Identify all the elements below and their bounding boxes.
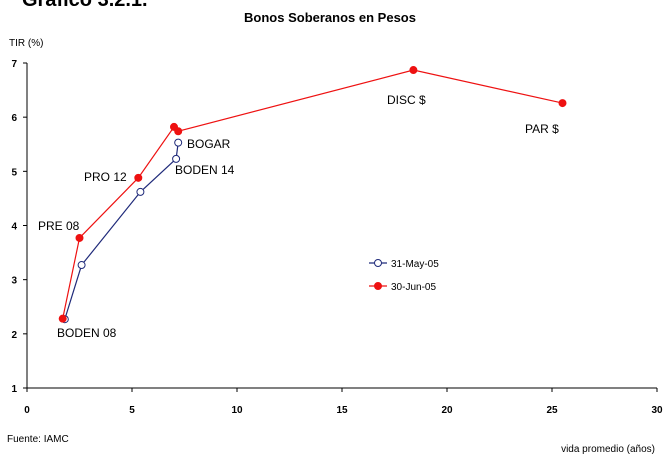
point <box>136 187 145 196</box>
annotation: PAR $ <box>525 122 559 136</box>
legend-label: 31-May-05 <box>391 259 439 270</box>
point <box>174 127 183 136</box>
point <box>558 99 567 108</box>
annotation: DISC $ <box>387 93 426 107</box>
legend-marker <box>374 259 382 267</box>
annotation: PRE 08 <box>38 219 80 233</box>
point <box>77 261 86 270</box>
point <box>409 66 418 75</box>
y-tick-label: 3 <box>11 276 17 287</box>
chart-title: Bonos Soberanos en Pesos <box>244 10 416 25</box>
y-tick-label: 6 <box>11 113 17 124</box>
y-tick-label: 5 <box>11 167 17 178</box>
y-tick-label: 7 <box>11 59 17 70</box>
y-axis-label: TIR (%) <box>9 38 43 49</box>
x-tick-label: 5 <box>129 405 135 416</box>
heading: Gráfico 3.2.1. <box>22 0 148 11</box>
point <box>174 138 183 147</box>
y-tick-label: 2 <box>11 330 17 341</box>
point <box>172 154 181 163</box>
y-tick-label: 1 <box>11 384 17 395</box>
point <box>134 173 143 182</box>
x-tick-label: 15 <box>336 405 348 416</box>
y-tick-label: 4 <box>11 222 17 233</box>
legend-label: 30-Jun-05 <box>391 282 436 293</box>
legend-marker <box>374 282 382 290</box>
x-tick-label: 25 <box>546 405 558 416</box>
annotation: BODEN 14 <box>175 163 235 177</box>
point <box>75 233 84 242</box>
x-tick-label: 20 <box>441 405 453 416</box>
annotation: PRO 12 <box>84 170 127 184</box>
source: Fuente: IAMC <box>7 434 69 445</box>
annotation: BODEN 08 <box>57 326 117 340</box>
annotation: BOGAR <box>187 137 231 151</box>
x-axis-label: vida promedio (años) <box>561 444 655 455</box>
x-tick-label: 10 <box>231 405 243 416</box>
x-tick-label: 0 <box>24 405 30 416</box>
x-tick-label: 30 <box>651 405 663 416</box>
point <box>58 314 67 323</box>
